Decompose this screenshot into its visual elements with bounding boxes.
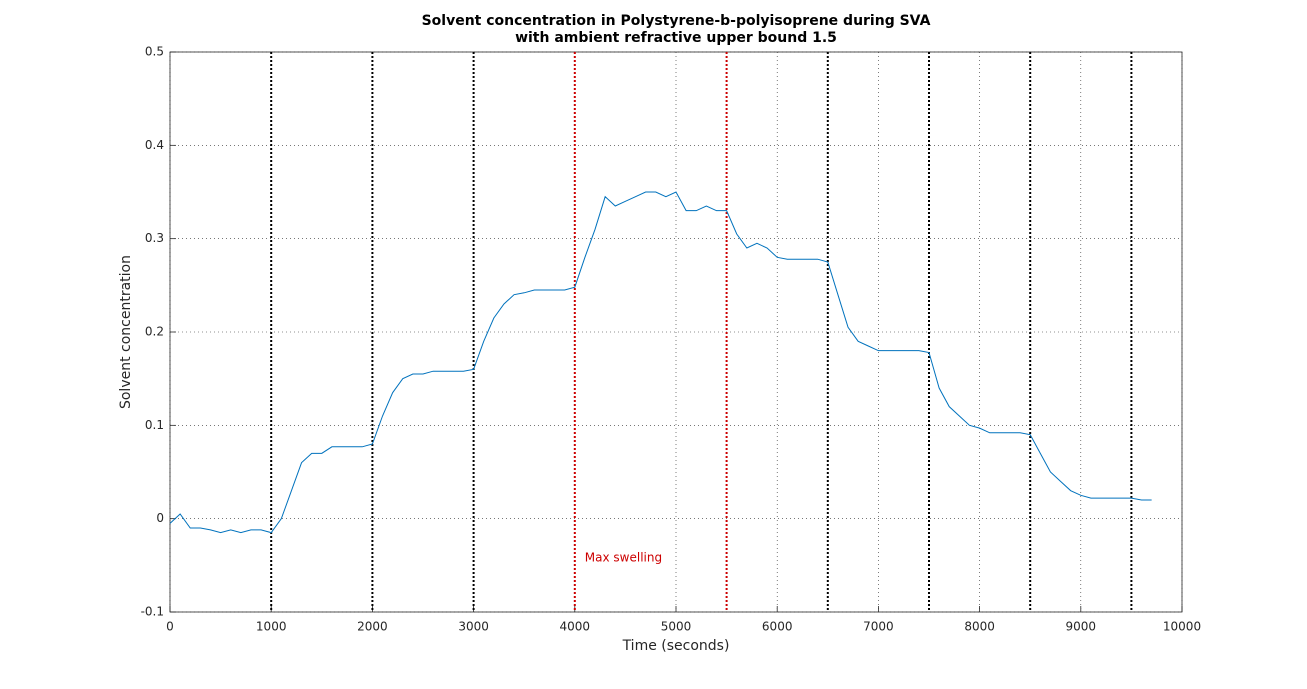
- y-tick-label: -0.1: [141, 605, 164, 619]
- x-tick-label: 6000: [762, 620, 793, 634]
- y-tick-label: 0.5: [145, 45, 164, 59]
- annotation: Max swelling: [585, 551, 662, 565]
- x-tick-label: 0: [166, 620, 174, 634]
- x-tick-label: 2000: [357, 620, 388, 634]
- x-tick-label: 4000: [560, 620, 591, 634]
- y-tick-label: 0.1: [145, 418, 164, 432]
- y-tick-label: 0.3: [145, 231, 164, 245]
- x-tick-label: 5000: [661, 620, 692, 634]
- chart-title: Solvent concentration in Polystyrene-b-p…: [422, 13, 931, 29]
- x-tick-label: 3000: [458, 620, 489, 634]
- y-axis-label: Solvent concentration: [118, 255, 134, 409]
- x-tick-label: 7000: [863, 620, 894, 634]
- x-tick-label: 9000: [1066, 620, 1097, 634]
- plot-frame: [169, 51, 1183, 613]
- data-line: [169, 191, 1152, 534]
- y-tick-label: 0.2: [145, 325, 164, 339]
- x-tick-label: 8000: [964, 620, 995, 634]
- y-tick-label: 0: [156, 511, 164, 525]
- x-axis-label: Time (seconds): [622, 638, 730, 654]
- y-tick-label: 0.4: [145, 138, 164, 152]
- x-tick-label: 1000: [256, 620, 287, 634]
- chart-subtitle: with ambient refractive upper bound 1.5: [515, 30, 837, 46]
- x-tick-label: 10000: [1163, 620, 1201, 634]
